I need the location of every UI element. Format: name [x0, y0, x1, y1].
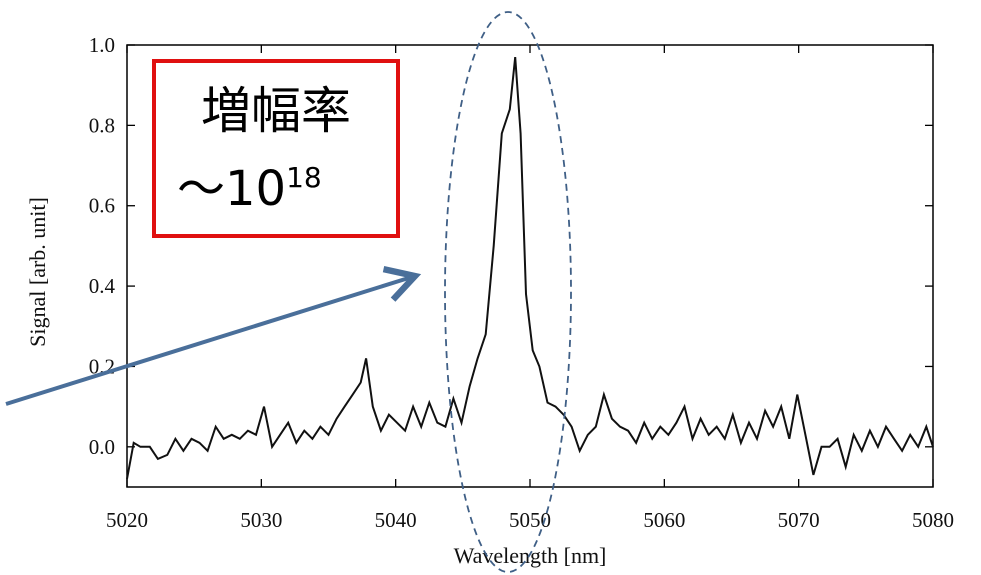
y-tick-label: 1.0	[89, 33, 115, 57]
y-tick-label: 0.0	[89, 435, 115, 459]
pointer-arrow	[5, 265, 422, 406]
x-tick-label: 5060	[643, 508, 685, 532]
callout-line1: 増幅率	[201, 82, 351, 140]
y-tick-label: 0.8	[89, 113, 115, 137]
callout-line2-base: ～10	[177, 161, 286, 217]
x-tick-label: 5020	[106, 508, 148, 532]
callout-box	[152, 59, 400, 238]
x-tick-label: 5030	[240, 508, 282, 532]
y-axis-title: Signal [arb. unit]	[25, 197, 50, 347]
x-tick-label: 5080	[912, 508, 954, 532]
signal-series-line	[126, 56, 934, 480]
x-tick-label: 5040	[375, 508, 417, 532]
y-tick-label: 0.6	[89, 194, 115, 218]
amplification-callout: 増幅率 ～1018	[152, 59, 400, 238]
callout-line2-exponent: 18	[286, 161, 322, 194]
y-tick-label: 0.4	[89, 274, 116, 298]
callout-line2: ～1018	[177, 161, 322, 217]
x-tick-label: 5070	[778, 508, 820, 532]
peak-highlight-ellipse	[444, 11, 572, 573]
